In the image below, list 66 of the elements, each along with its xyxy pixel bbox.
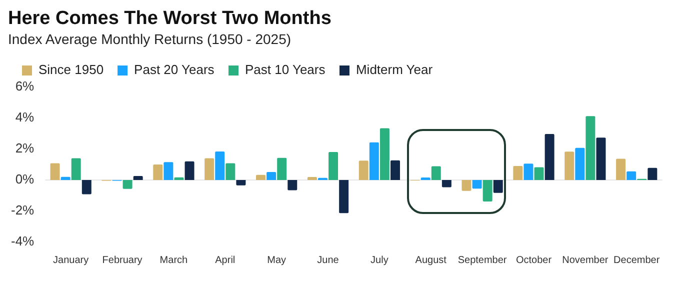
bar [524, 164, 534, 180]
bar [288, 180, 298, 190]
y-tick-label: -2% [10, 202, 35, 218]
bar [626, 171, 636, 180]
bar [328, 152, 338, 180]
bar [575, 148, 585, 180]
bar [164, 162, 174, 180]
bar [122, 180, 132, 189]
bar [256, 174, 266, 180]
y-tick-label: 2% [15, 140, 35, 156]
bar [390, 160, 400, 180]
x-tick-label: September [458, 254, 508, 266]
bar [482, 180, 492, 202]
legend-label: Past 10 Years [245, 62, 326, 78]
x-tick-label: July [370, 254, 388, 266]
bar [236, 180, 246, 186]
chart-subtitle: Index Average Monthly Returns (1950 - 2025) [8, 30, 292, 48]
bar [133, 176, 143, 180]
x-tick-label: December [614, 254, 660, 266]
bar [442, 180, 452, 188]
legend-label: Past 20 Years [134, 62, 215, 78]
bar [307, 177, 317, 180]
legend-label: Since 1950 [38, 62, 104, 78]
x-tick-label: February [102, 254, 142, 266]
bar [339, 180, 349, 214]
bar [564, 152, 574, 180]
bar [71, 158, 81, 180]
bar [60, 176, 70, 180]
bar [82, 180, 92, 194]
bar [493, 180, 503, 193]
bar [544, 134, 554, 180]
y-tick-label: 0% [15, 172, 35, 187]
y-tick-label: -4% [10, 234, 35, 249]
legend-label: Midterm Year [356, 62, 434, 78]
bar [204, 158, 214, 180]
y-tick-label: 6% [15, 78, 35, 94]
bar [50, 163, 60, 180]
bar [215, 151, 225, 180]
bar [648, 168, 658, 180]
bar [431, 166, 441, 180]
y-tick-label: 4% [15, 110, 35, 125]
bar [184, 161, 194, 180]
bar [266, 172, 276, 180]
bar [586, 116, 596, 180]
x-tick-label: November [562, 254, 609, 266]
bar [153, 164, 163, 180]
bar [174, 177, 184, 180]
bar [596, 138, 606, 180]
x-tick-label: May [267, 254, 286, 266]
bar [226, 163, 236, 180]
bar [472, 180, 482, 189]
x-tick-label: March [160, 254, 188, 266]
x-tick-label: June [317, 254, 340, 266]
x-tick-label: January [53, 254, 89, 266]
bar [513, 166, 523, 180]
bar [358, 160, 368, 180]
chart-title: Here Comes The Worst Two Months [8, 8, 332, 30]
x-tick-label: August [415, 254, 447, 266]
bar [380, 128, 390, 180]
bar [462, 180, 472, 191]
bar [277, 158, 287, 180]
bar [369, 142, 379, 180]
x-tick-label: April [215, 254, 236, 266]
x-tick-label: October [516, 254, 552, 266]
bar [534, 167, 544, 180]
bar [616, 158, 626, 180]
